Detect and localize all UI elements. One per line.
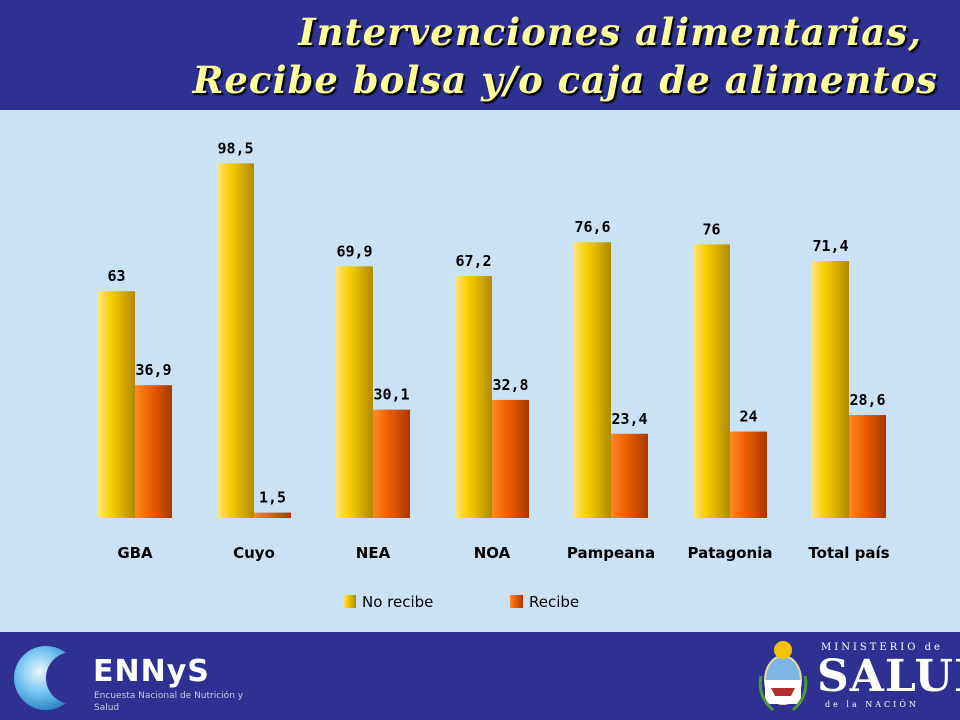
category-label: GBA xyxy=(117,544,153,562)
category-label: Cuyo xyxy=(233,544,275,562)
ennys-name: ENNyS xyxy=(93,654,210,689)
data-label: 1,5 xyxy=(259,489,286,507)
ministry-logo: MINISTERIO de SALUD de la NACIÓN xyxy=(755,636,960,716)
bar-no-recibe-2 xyxy=(336,266,373,518)
data-label: 67,2 xyxy=(455,252,491,270)
data-label: 36,9 xyxy=(135,361,171,379)
legend-label: No recibe xyxy=(362,593,433,611)
legend-swatch xyxy=(510,595,523,608)
header-bar: Intervenciones alimentarias, Recibe bols… xyxy=(0,0,960,110)
data-label: 30,1 xyxy=(373,386,409,404)
data-label: 32,8 xyxy=(492,376,528,394)
bar-recibe-1 xyxy=(254,512,291,518)
bar-recibe-2 xyxy=(373,409,410,518)
data-label: 71,4 xyxy=(812,237,848,255)
legend-swatch xyxy=(343,595,356,608)
footer-bar: ENNyS Encuesta Nacional de Nutrición y S… xyxy=(0,632,960,720)
data-label: 98,5 xyxy=(217,139,253,157)
ennys-subtitle: Encuesta Nacional de Nutrición y Salud xyxy=(94,691,244,713)
data-label: 24 xyxy=(739,408,757,426)
bar-recibe-0 xyxy=(135,385,172,518)
coat-of-arms-icon xyxy=(758,641,808,712)
ministry-label: MINISTERIO de xyxy=(821,642,943,653)
ennys-logo: ENNyS Encuesta Nacional de Nutrición y S… xyxy=(10,640,243,716)
category-label: NEA xyxy=(356,544,391,562)
data-label: 76 xyxy=(702,220,720,238)
bar-no-recibe-6 xyxy=(812,260,849,518)
data-label: 69,9 xyxy=(336,242,372,260)
bar-no-recibe-0 xyxy=(98,291,135,518)
category-label: Total país xyxy=(808,544,889,562)
data-label: 23,4 xyxy=(611,410,647,428)
moon-icon xyxy=(14,646,98,710)
category-label: NOA xyxy=(474,544,511,562)
data-label: 63 xyxy=(107,267,125,285)
ministry-salud: SALUD xyxy=(817,651,960,702)
ministry-nacion: de la NACIÓN xyxy=(825,700,919,709)
bar-chart: 63 36,9 98,5 1,5 69,9 30,1 67,2 32,8 76,6 23,4 76 2… xyxy=(98,139,890,611)
bar-no-recibe-5 xyxy=(693,244,730,518)
bar-recibe-6 xyxy=(849,415,886,518)
slide-title-line-1: Intervenciones alimentarias, xyxy=(298,10,922,54)
category-label: Pampeana xyxy=(567,544,655,562)
bar-recibe-4 xyxy=(611,433,648,518)
bar-recibe-3 xyxy=(492,399,529,518)
legend-label: Recibe xyxy=(529,593,579,611)
data-label: 28,6 xyxy=(849,391,885,409)
bar-no-recibe-4 xyxy=(574,242,611,519)
slide-title-line-2: Recibe bolsa y/o caja de alimentos xyxy=(192,58,938,102)
bar-no-recibe-3 xyxy=(455,276,492,518)
data-label: 76,6 xyxy=(574,218,610,236)
category-label: Patagonia xyxy=(688,544,773,562)
bar-no-recibe-1 xyxy=(217,163,254,518)
bar-recibe-5 xyxy=(730,431,767,518)
